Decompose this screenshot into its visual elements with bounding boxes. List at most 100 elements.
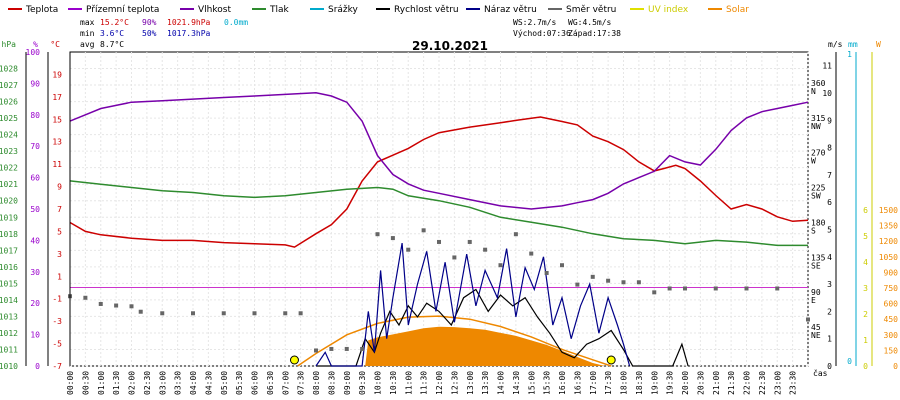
solar-tick-label: 150 bbox=[884, 346, 899, 355]
hpa-tick-label: 1018 bbox=[0, 230, 18, 239]
direction-point bbox=[390, 236, 395, 241]
x-tick-label: 04:00 bbox=[189, 371, 198, 395]
legend-label: Vlhkost bbox=[198, 5, 231, 15]
direction-point bbox=[744, 286, 749, 291]
celsius-tick-label: 5 bbox=[57, 227, 62, 236]
direction-point bbox=[375, 232, 380, 237]
hpa-tick-label: 1012 bbox=[0, 329, 18, 338]
legend-label: Rychlost větru bbox=[394, 5, 459, 15]
direction-tick-compass: N bbox=[811, 87, 816, 96]
x-tick-label: 05:00 bbox=[220, 371, 229, 395]
legend-label: UV index bbox=[648, 5, 689, 15]
solar-tick-label: 600 bbox=[884, 300, 899, 309]
direction-tick-value: 270 bbox=[811, 149, 826, 158]
wind-tick-label: 2 bbox=[827, 307, 832, 316]
uv-tick-label: 6 bbox=[863, 206, 868, 215]
wind-speed-stat: WS:2.7m/s bbox=[513, 18, 557, 27]
hpa-tick-label: 1011 bbox=[0, 345, 18, 354]
direction-tick-value: 135 bbox=[811, 253, 826, 262]
x-tick-label: 20:30 bbox=[696, 371, 705, 395]
hpa-tick-label: 1028 bbox=[0, 65, 18, 74]
percent-tick-label: 50 bbox=[30, 205, 40, 214]
hpa-tick-label: 1015 bbox=[0, 279, 18, 288]
direction-point bbox=[498, 263, 503, 268]
direction-tick-compass: SW bbox=[811, 192, 821, 201]
x-tick-label: 01:00 bbox=[97, 371, 106, 395]
percent-tick-label: 30 bbox=[30, 268, 40, 277]
direction-point bbox=[252, 311, 257, 316]
legend-label: Srážky bbox=[328, 5, 359, 15]
x-tick-label: 03:30 bbox=[174, 371, 183, 395]
rain-tick-label: 1 bbox=[847, 50, 852, 59]
x-tick-label: 18:00 bbox=[620, 371, 629, 395]
direction-tick-compass: E bbox=[811, 296, 816, 305]
hpa-tick-label: 1026 bbox=[0, 98, 18, 107]
x-tick-label: 11:00 bbox=[404, 371, 413, 395]
solar-area bbox=[365, 326, 606, 366]
legend-label: Směr větru bbox=[566, 5, 616, 15]
wind-tick-label: 7 bbox=[827, 171, 832, 180]
chart-title: 29.10.2021 bbox=[412, 39, 488, 53]
direction-point bbox=[467, 239, 472, 244]
stat-max-label: max bbox=[80, 18, 95, 27]
celsius-tick-label: -5 bbox=[52, 340, 62, 349]
stat-min-label: min bbox=[80, 29, 95, 38]
x-tick-label: 10:00 bbox=[374, 371, 383, 395]
stats-block: max 15.2°C 90% 1021.9hPa 0.0mm min 3.6°C… bbox=[80, 18, 621, 49]
legend-label: Náraz větru bbox=[484, 5, 537, 15]
series-layer bbox=[68, 92, 810, 367]
solar-measured-area bbox=[365, 326, 606, 366]
x-tick-label: 02:00 bbox=[128, 371, 137, 395]
x-axis: 00:00 00:30 01:00 01:30 02:00 02:30 03:00 03:30… bbox=[66, 371, 798, 395]
direction-point bbox=[314, 348, 318, 353]
celsius-tick-label: -3 bbox=[52, 317, 62, 326]
celsius-tick-label: -1 bbox=[52, 295, 62, 304]
x-tick-label: 08:00 bbox=[312, 371, 321, 395]
solar-tick-label: 0 bbox=[893, 362, 898, 371]
direction-point bbox=[544, 270, 549, 275]
direction-tick-value: 315 bbox=[811, 114, 826, 123]
left-axes: hPa1010101110121013101410151016101710181… bbox=[0, 40, 71, 371]
celsius-tick-label: 17 bbox=[52, 93, 62, 102]
celsius-axis-label: °C bbox=[50, 40, 60, 49]
stat-max-press: 1021.9hPa bbox=[167, 18, 211, 27]
series-line-vlhkost bbox=[69, 92, 809, 210]
celsius-tick-label: 9 bbox=[57, 183, 62, 192]
hpa-axis-label: hPa bbox=[2, 40, 17, 49]
direction-point bbox=[191, 311, 195, 316]
legend-label: Solar bbox=[726, 5, 749, 15]
wind-tick-label: 8 bbox=[827, 144, 832, 153]
solar-tick-label: 750 bbox=[884, 284, 899, 293]
x-tick-label: 12:00 bbox=[435, 371, 444, 395]
percent-tick-label: 70 bbox=[30, 142, 40, 151]
x-tick-label: 17:30 bbox=[604, 371, 613, 395]
stat-min-hum: 50% bbox=[142, 29, 157, 38]
wind-tick-label: 11 bbox=[822, 62, 832, 71]
uv-marker bbox=[289, 355, 299, 365]
direction-point bbox=[636, 280, 641, 285]
direction-point bbox=[529, 251, 534, 256]
celsius-tick-label: -7 bbox=[52, 362, 62, 371]
x-tick-label: 04:30 bbox=[204, 371, 213, 395]
hpa-tick-label: 1023 bbox=[0, 147, 18, 156]
solar-tick-label: 1350 bbox=[879, 222, 898, 231]
hpa-tick-label: 1013 bbox=[0, 312, 18, 321]
direction-point bbox=[283, 311, 288, 316]
x-tick-label: 22:00 bbox=[743, 371, 752, 395]
direction-point bbox=[652, 290, 657, 295]
direction-point bbox=[483, 247, 488, 252]
uv-marker bbox=[606, 355, 616, 365]
x-tick-label: 01:30 bbox=[112, 371, 121, 395]
direction-point bbox=[560, 263, 564, 268]
x-tick-label: 08:30 bbox=[327, 371, 336, 395]
series-line-náraz-větru bbox=[315, 243, 631, 367]
legend-label: Tlak bbox=[269, 5, 290, 15]
direction-tick-value: 225 bbox=[811, 184, 826, 193]
x-tick-label: 06:30 bbox=[266, 371, 275, 395]
direction-point bbox=[513, 232, 518, 237]
percent-tick-label: 20 bbox=[30, 299, 40, 308]
direction-tick-compass: NE bbox=[811, 331, 821, 340]
wind-tick-label: 6 bbox=[827, 198, 832, 207]
x-tick-label: 00:00 bbox=[66, 371, 75, 395]
